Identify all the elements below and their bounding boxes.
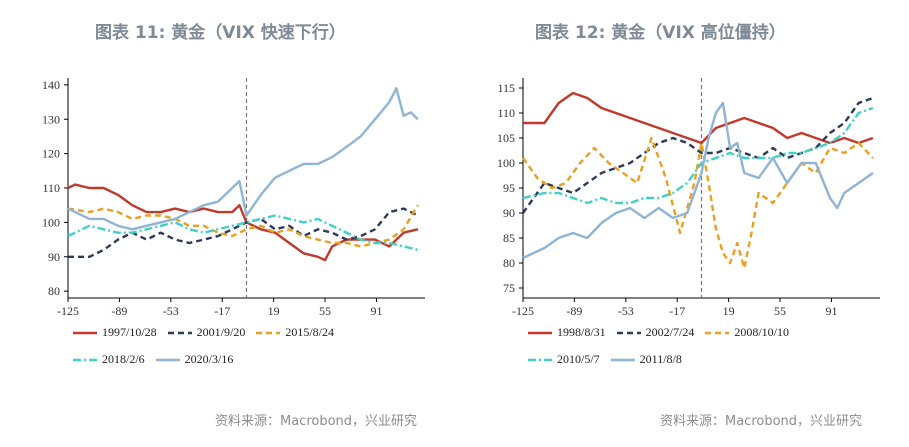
legend-label: 2020/3/16	[184, 352, 234, 366]
y-tick-label: 140	[42, 78, 60, 92]
legend-swatch	[616, 331, 641, 334]
chart-title-left: 图表 11: 黄金（VIX 快速下行）	[95, 23, 346, 43]
legend-swatch	[73, 331, 97, 334]
y-tick-label: 110	[42, 181, 60, 195]
legend-label: 1998/8/31	[557, 325, 606, 339]
series-line-3	[522, 106, 874, 205]
legend-row: 1997/10/28 2001/9/20 2015/8/24	[72, 325, 340, 340]
y-tick-label: 105	[497, 131, 515, 145]
y-tick-label: 100	[497, 156, 515, 170]
x-tick-label: 19	[723, 304, 735, 318]
legend-row: 2010/5/7 2011/8/8	[527, 352, 688, 367]
legend-item: 2010/5/7	[527, 352, 600, 367]
series-line-3	[67, 214, 419, 252]
y-tick-label: 90	[503, 206, 515, 220]
y-tick-label: 100	[42, 215, 60, 229]
y-tick-label: 85	[503, 231, 515, 245]
x-tick-label: -89	[111, 304, 127, 318]
legend-label: 2010/5/7	[557, 352, 600, 366]
legend-swatch	[167, 331, 192, 334]
y-tick-label: 90	[48, 250, 60, 264]
x-tick-label: 19	[268, 304, 280, 318]
legend-item: 2015/8/24	[255, 325, 334, 340]
series-line-1	[522, 96, 874, 214]
legend-swatch	[528, 331, 552, 334]
x-tick-label: -125	[57, 304, 79, 318]
legend-swatch	[155, 358, 180, 361]
x-tick-label: 55	[319, 304, 331, 318]
y-tick-label: 110	[497, 106, 515, 120]
legend-item: 2011/8/8	[610, 352, 682, 367]
legend-swatch	[528, 358, 552, 361]
x-tick-label: -89	[566, 304, 582, 318]
y-tick-label: 120	[42, 147, 60, 161]
legend-label: 2008/10/10	[734, 325, 790, 339]
series-line-4	[67, 87, 419, 231]
x-tick-label: -125	[512, 304, 534, 318]
legend-item: 2002/7/24	[616, 325, 695, 340]
x-tick-label: 91	[370, 304, 382, 318]
x-tick-label: -17	[669, 304, 685, 318]
legend-item: 1998/8/31	[527, 325, 606, 340]
x-tick-label: 55	[774, 304, 786, 318]
legend-label: 2011/8/8	[639, 352, 682, 366]
series-line-4	[522, 101, 874, 260]
legend-swatch	[256, 331, 281, 334]
series-line-0	[67, 183, 419, 262]
legend-item: 2018/2/6	[72, 352, 145, 367]
chart-svg-0: 80 90 100 110 120 130 140 -125 -89 -53 -17 19 55 91	[42, 78, 425, 318]
legend-row: 2018/2/6 2020/3/16	[72, 352, 239, 367]
chart-title-right: 图表 12: 黄金（VIX 高位僵持）	[535, 23, 786, 43]
legend-label: 2018/2/6	[102, 352, 145, 366]
x-tick-label: 91	[825, 304, 837, 318]
legend-label: 2015/8/24	[285, 325, 335, 339]
legend-row: 1998/8/31 2002/7/24 2008/10/10	[527, 325, 795, 340]
legend-swatch	[73, 358, 97, 361]
legend-item: 2008/10/10	[704, 325, 789, 340]
y-tick-label: 115	[497, 81, 515, 95]
chart-panel-left: 80 90 100 110 120 130 140 -125 -89 -53 -17 19 55 91 19…	[0, 60, 440, 380]
legend-swatch	[610, 358, 635, 361]
chart-panel-right: 75 80 85 90 95 100 105 110 115 -125 -89 -53 -17 19 55 9…	[455, 60, 895, 380]
source-note-right: 资料来源：Macrobond，兴业研究	[660, 414, 863, 429]
y-tick-label: 80	[48, 284, 60, 298]
legend-label: 1997/10/28	[102, 325, 157, 339]
y-tick-label: 95	[503, 181, 515, 195]
legend-label: 2002/7/24	[645, 325, 695, 339]
x-tick-label: -17	[214, 304, 230, 318]
legend-item: 2001/9/20	[167, 325, 246, 340]
series-line-2	[522, 136, 874, 270]
y-tick-label: 75	[503, 281, 515, 295]
legend-item: 2020/3/16	[155, 352, 234, 367]
y-tick-label: 80	[503, 256, 515, 270]
source-note-left: 资料来源：Macrobond，兴业研究	[215, 414, 418, 429]
y-tick-label: 130	[42, 112, 60, 126]
legend-swatch	[705, 331, 730, 334]
x-tick-label: -53	[618, 304, 634, 318]
chart-svg-1: 75 80 85 90 95 100 105 110 115 -125 -89 -53 -17 19 55 9…	[497, 78, 880, 318]
legend-label: 2001/9/20	[196, 325, 246, 339]
legend-item: 1997/10/28	[72, 325, 157, 340]
series-line-0	[523, 91, 874, 145]
x-tick-label: -53	[163, 304, 179, 318]
